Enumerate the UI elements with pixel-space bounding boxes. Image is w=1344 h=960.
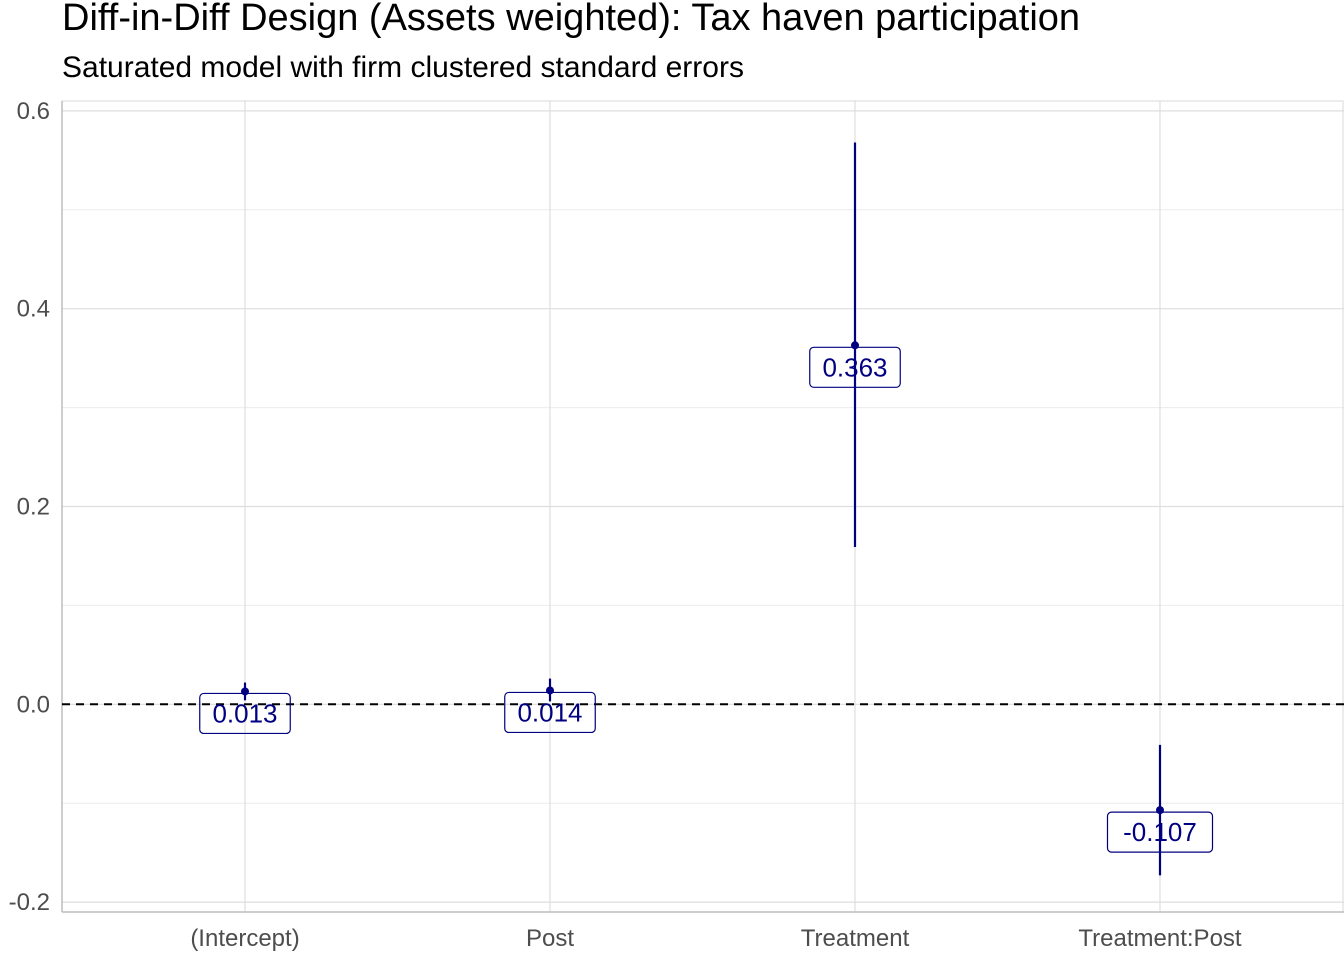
value-label-box: [199, 692, 291, 735]
value-label: 0.014: [517, 697, 582, 727]
value-label-box: [809, 346, 901, 388]
y-tick-label: -0.2: [9, 889, 50, 916]
y-tick-label: 0.6: [17, 98, 50, 125]
x-tick-label: Treatment: [801, 925, 910, 952]
value-label: 0.363: [822, 352, 887, 382]
y-tick-label: 0.2: [17, 494, 50, 521]
y-tick-label: 0.0: [17, 691, 50, 718]
chart-subtitle: Saturated model with firm clustered stan…: [62, 51, 744, 84]
value-label: 0.013: [212, 698, 277, 728]
y-tick-label: 0.4: [17, 296, 50, 323]
value-label-box: [1106, 811, 1214, 853]
x-tick-label: Treatment:Post: [1078, 925, 1242, 952]
chart-title: Diff-in-Diff Design (Assets weighted): T…: [62, 0, 1081, 39]
value-label: -0.107: [1123, 817, 1197, 847]
x-tick-label: Post: [526, 925, 574, 952]
x-tick-label: (Intercept): [190, 925, 299, 952]
value-label-box: [504, 691, 596, 734]
